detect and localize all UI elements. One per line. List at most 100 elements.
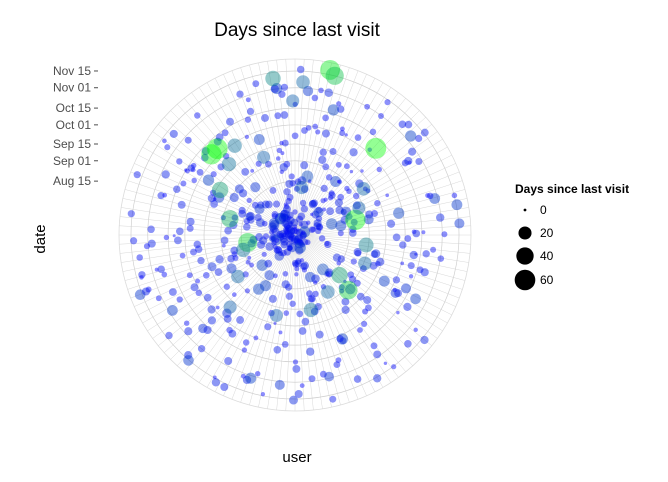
data-point [280, 151, 285, 156]
radial-gridline [134, 234, 296, 307]
radial-gridline [249, 64, 296, 236]
data-point [324, 271, 330, 277]
data-point [329, 147, 337, 156]
data-point [301, 317, 310, 326]
data-point [234, 184, 244, 194]
data-point [328, 191, 336, 199]
data-point [411, 229, 417, 235]
radial-gridline [294, 62, 332, 236]
data-point [196, 168, 204, 176]
data-point [283, 310, 290, 316]
data-point [249, 262, 255, 268]
radial-gridline [191, 234, 296, 378]
data-point [292, 101, 298, 107]
data-point [315, 330, 324, 339]
data-point [194, 245, 203, 253]
radial-gridline [191, 92, 296, 236]
legend-label: 0 [540, 203, 547, 217]
data-point-large [303, 302, 319, 318]
data-point [280, 111, 289, 119]
data-point [365, 304, 372, 312]
data-point [363, 214, 374, 225]
data-point [197, 256, 205, 265]
data-point [290, 235, 300, 244]
data-point [282, 231, 289, 238]
radial-gridline [294, 92, 399, 236]
data-point [274, 112, 282, 120]
data-point-large [238, 232, 258, 253]
data-point [259, 236, 268, 245]
data-point [291, 237, 299, 245]
data-point [299, 199, 307, 207]
data-point [289, 228, 296, 235]
data-point [350, 218, 358, 226]
radial-gridline [294, 234, 448, 324]
data-point [281, 139, 289, 147]
radial-gridline [177, 234, 296, 366]
data-point [346, 213, 353, 220]
data-point [412, 229, 421, 238]
data-point [308, 296, 315, 302]
radial-gridline [294, 234, 341, 406]
radial-gridline [294, 104, 413, 236]
data-point [337, 179, 341, 184]
data-point [283, 188, 291, 196]
data-point [213, 137, 222, 146]
data-point [337, 255, 345, 263]
data-point [184, 351, 193, 360]
data-point [352, 192, 360, 200]
data-point [302, 85, 314, 97]
data-point [375, 260, 381, 267]
data-point [280, 249, 287, 257]
data-point [264, 200, 273, 209]
radial-gridline [127, 234, 296, 290]
data-point [238, 206, 246, 214]
data-point [295, 246, 304, 255]
data-point [300, 205, 309, 213]
data-point [421, 230, 426, 235]
data-point [281, 341, 289, 348]
data-point [167, 305, 178, 316]
data-point [245, 212, 254, 222]
data-point [335, 357, 342, 363]
data-point [274, 251, 285, 261]
data-point [310, 226, 316, 233]
data-point [275, 156, 281, 161]
radial-gridline [119, 225, 296, 236]
data-point [300, 261, 310, 270]
data-point [322, 114, 329, 122]
data-point [203, 293, 212, 302]
data-point [310, 212, 314, 217]
data-point [298, 222, 303, 227]
data-point [322, 207, 326, 212]
data-point [296, 65, 305, 74]
radial-gridline [267, 234, 296, 409]
data-point-large [317, 263, 329, 276]
radial-gridline [130, 171, 296, 236]
data-point [393, 207, 405, 219]
data-point [341, 305, 350, 314]
data-point [385, 193, 390, 198]
data-point [155, 295, 162, 302]
data-point [245, 259, 251, 265]
data-point [415, 157, 423, 166]
data-point [269, 229, 275, 235]
data-point [243, 217, 250, 225]
data-point [226, 326, 233, 334]
data-point [404, 120, 413, 129]
data-point [270, 236, 276, 242]
data-point [310, 199, 319, 207]
data-point [172, 234, 176, 238]
legend-label: 40 [540, 249, 554, 263]
radial-gridline [119, 234, 296, 245]
data-point [315, 223, 323, 231]
data-point [426, 192, 434, 200]
data-point [195, 278, 201, 284]
data-point [227, 254, 235, 263]
data-point [242, 375, 252, 385]
data-point [250, 182, 261, 193]
data-point [362, 186, 368, 192]
data-point [162, 138, 167, 144]
data-point [348, 229, 357, 237]
data-point [306, 347, 315, 356]
